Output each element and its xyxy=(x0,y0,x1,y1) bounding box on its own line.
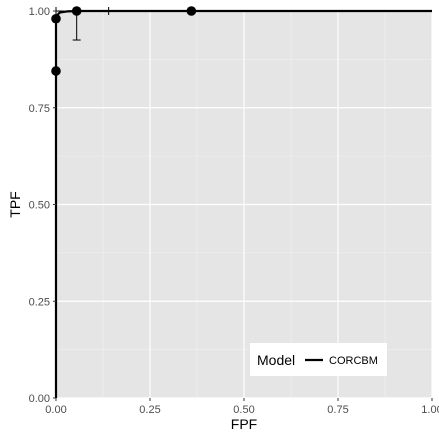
y-tick-label: 1.00 xyxy=(29,6,50,18)
legend-label-corcbm: CORCBM xyxy=(329,355,378,367)
y-axis-title: TPF xyxy=(7,191,23,217)
x-axis-title: FPF xyxy=(231,416,257,432)
tick-labels: 0.00 0.25 0.50 0.75 1.00 0.00 0.25 0.50 0.75 1.00 xyxy=(29,6,439,416)
legend-title: Model xyxy=(257,352,295,368)
y-tick-label: 0.75 xyxy=(29,103,50,115)
x-tick-label: 0.50 xyxy=(233,404,254,416)
y-tick-label: 0.00 xyxy=(29,393,50,405)
operating-point xyxy=(51,66,61,76)
y-tick-label: 0.50 xyxy=(29,200,50,212)
x-tick-label: 0.75 xyxy=(327,404,348,416)
x-tick-label: 0.25 xyxy=(139,404,160,416)
legend: Model CORCBM xyxy=(250,343,387,376)
x-tick-label: 1.00 xyxy=(421,404,439,416)
y-tick-label: 0.25 xyxy=(29,296,50,308)
operating-point xyxy=(71,6,82,16)
operating-point xyxy=(186,6,197,16)
series-layer xyxy=(51,6,432,398)
operating-point xyxy=(51,13,61,24)
axis-ticks xyxy=(53,10,433,401)
x-tick-label: 0.00 xyxy=(45,404,66,416)
